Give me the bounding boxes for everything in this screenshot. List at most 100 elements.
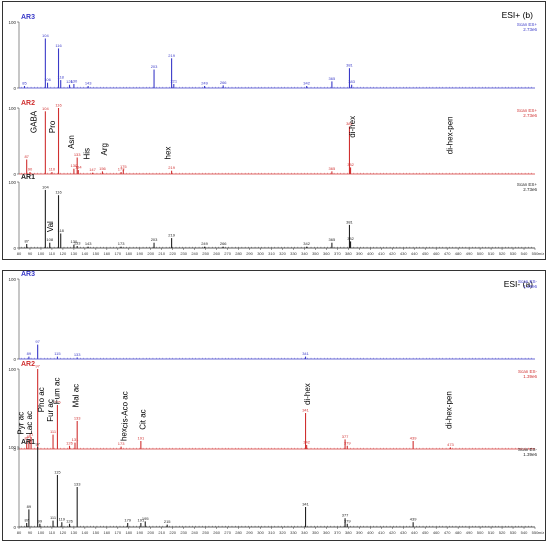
x-tick-label: 450 (422, 251, 429, 256)
peak-label: 383 (348, 79, 355, 84)
x-tick-label: 520 (499, 530, 506, 535)
scan-mode-label: Scan ES- (518, 369, 538, 374)
peak-label: 365 (329, 237, 336, 242)
compound-annotation: Pho ac (37, 387, 46, 412)
y-tick-label: 0 (13, 357, 16, 362)
x-tick-label: 210 (158, 530, 165, 535)
x-tick-label: 300 (257, 251, 264, 256)
x-tick-label: 510 (488, 251, 495, 256)
peak-label: 133 (74, 152, 81, 157)
x-tick-label: 310 (268, 530, 275, 535)
x-tick-label: 190 (136, 530, 143, 535)
x-tick-label: 160 (103, 530, 110, 535)
peak-label: 195 (142, 516, 149, 521)
x-tick-label: 540 (521, 530, 528, 535)
peak-label: 381 (346, 219, 353, 224)
compound-annotation: GABA (30, 110, 39, 133)
x-tick-label: 90 (28, 530, 33, 535)
x-tick-label: 140 (82, 530, 89, 535)
x-tick-label: 310 (268, 251, 275, 256)
peak-label: 266 (220, 80, 227, 85)
peak-label: 341 (302, 408, 309, 413)
x-tick-label: 290 (246, 251, 253, 256)
peak-label: 119 (59, 517, 66, 522)
peak-label: 219 (168, 53, 175, 58)
peak-label: 126 (66, 79, 73, 84)
peak-label: 147 (89, 167, 96, 172)
peak-label: 219 (168, 165, 175, 170)
x-tick-label: 500 (477, 251, 484, 256)
compound-annotation: hex (120, 428, 129, 441)
peak-label: 89 (27, 504, 32, 509)
x-tick-label: 100 (38, 530, 45, 535)
x-tick-label: 80 (17, 530, 22, 535)
scan-mode-label: Scan ES- (518, 279, 538, 284)
peak-label: 342 (303, 440, 310, 445)
peak-label: 97 (35, 364, 40, 369)
peak-label: 379 (344, 518, 351, 523)
compound-annotation: Pro (48, 120, 57, 133)
peak-label: 115 (54, 400, 61, 405)
trace-label-ar1: AR1 (21, 174, 35, 181)
x-tick-label: 500 (477, 530, 484, 535)
peak-label: 126 (66, 440, 73, 445)
peak-label: 249 (201, 81, 208, 86)
trace-label-ar1: AR1 (21, 439, 35, 446)
peak-label: 115 (54, 470, 61, 475)
x-tick-label: 470 (444, 251, 451, 256)
x-tick-label: 210 (158, 251, 165, 256)
x-tick-label: 170 (114, 530, 121, 535)
x-tick-label: 150 (93, 251, 100, 256)
x-tick-label: 350 (312, 251, 319, 256)
peak-label: 341 (302, 502, 309, 507)
intensity-label: 2.73e6 (523, 113, 537, 118)
y-tick-label: 0 (13, 447, 16, 452)
x-tick-label: 250 (202, 530, 209, 535)
x-tick-label: 380 (345, 251, 352, 256)
esi-negative-panel: ESI- (a) AR3 Scan ES- 1.39e6 0 100 89 97 115 133 3… (2, 270, 546, 541)
x-tick-label: 440 (411, 530, 418, 535)
y-tick-label: 100 (8, 180, 16, 185)
peak-label: 439 (410, 436, 417, 441)
x-tick-label: 130 (71, 530, 78, 535)
x-tick-label: 540 (521, 251, 528, 256)
peak-label: 381 (346, 63, 353, 68)
x-tick-label: 230 (180, 530, 187, 535)
peak-label: 116 (55, 43, 62, 48)
peak-label: 90 (28, 167, 33, 172)
peak-label: 97 (35, 442, 40, 447)
peak-label: 381 (346, 121, 353, 126)
scan-mode-label: Scan ES+ (517, 108, 538, 113)
peak-label: 143 (85, 241, 92, 246)
peak-label: 203 (151, 237, 158, 242)
x-tick-label: 340 (301, 251, 308, 256)
x-tick-label: 230 (180, 251, 187, 256)
peak-label: 104 (42, 184, 49, 189)
peak-label: 91 (29, 432, 34, 437)
x-tick-label: 150 (93, 530, 100, 535)
x-tick-label: 280 (235, 530, 242, 535)
x-tick-label: 520 (499, 251, 506, 256)
trace-label-ar3: AR3 (21, 271, 35, 278)
x-tick-label: 480 (455, 530, 462, 535)
peak-label: 439 (410, 517, 417, 522)
y-tick-label: 100 (8, 20, 16, 25)
peak-label: 342 (303, 81, 310, 86)
x-tick-label: 90 (28, 251, 33, 256)
x-tick-label: 470 (444, 530, 451, 535)
compound-annotation: Asn (67, 135, 76, 149)
x-tick-label: 190 (136, 251, 143, 256)
peak-label: 143 (85, 81, 92, 86)
peak-label: 175 (120, 164, 127, 169)
x-tick-label: 490 (466, 530, 473, 535)
x-tick-label: 530 (510, 251, 517, 256)
peak-label: 173 (118, 167, 125, 172)
y-tick-label: 0 (13, 86, 16, 91)
x-tick-label: 400 (367, 251, 374, 256)
y-tick-label: 100 (8, 277, 16, 282)
intensity-label: 1.39e6 (523, 284, 537, 289)
peak-label: 219 (168, 233, 175, 238)
x-tick-label: 120 (60, 251, 67, 256)
x-tick-label: 110 (49, 530, 56, 535)
scan-mode-label: Scan ES+ (517, 22, 538, 27)
